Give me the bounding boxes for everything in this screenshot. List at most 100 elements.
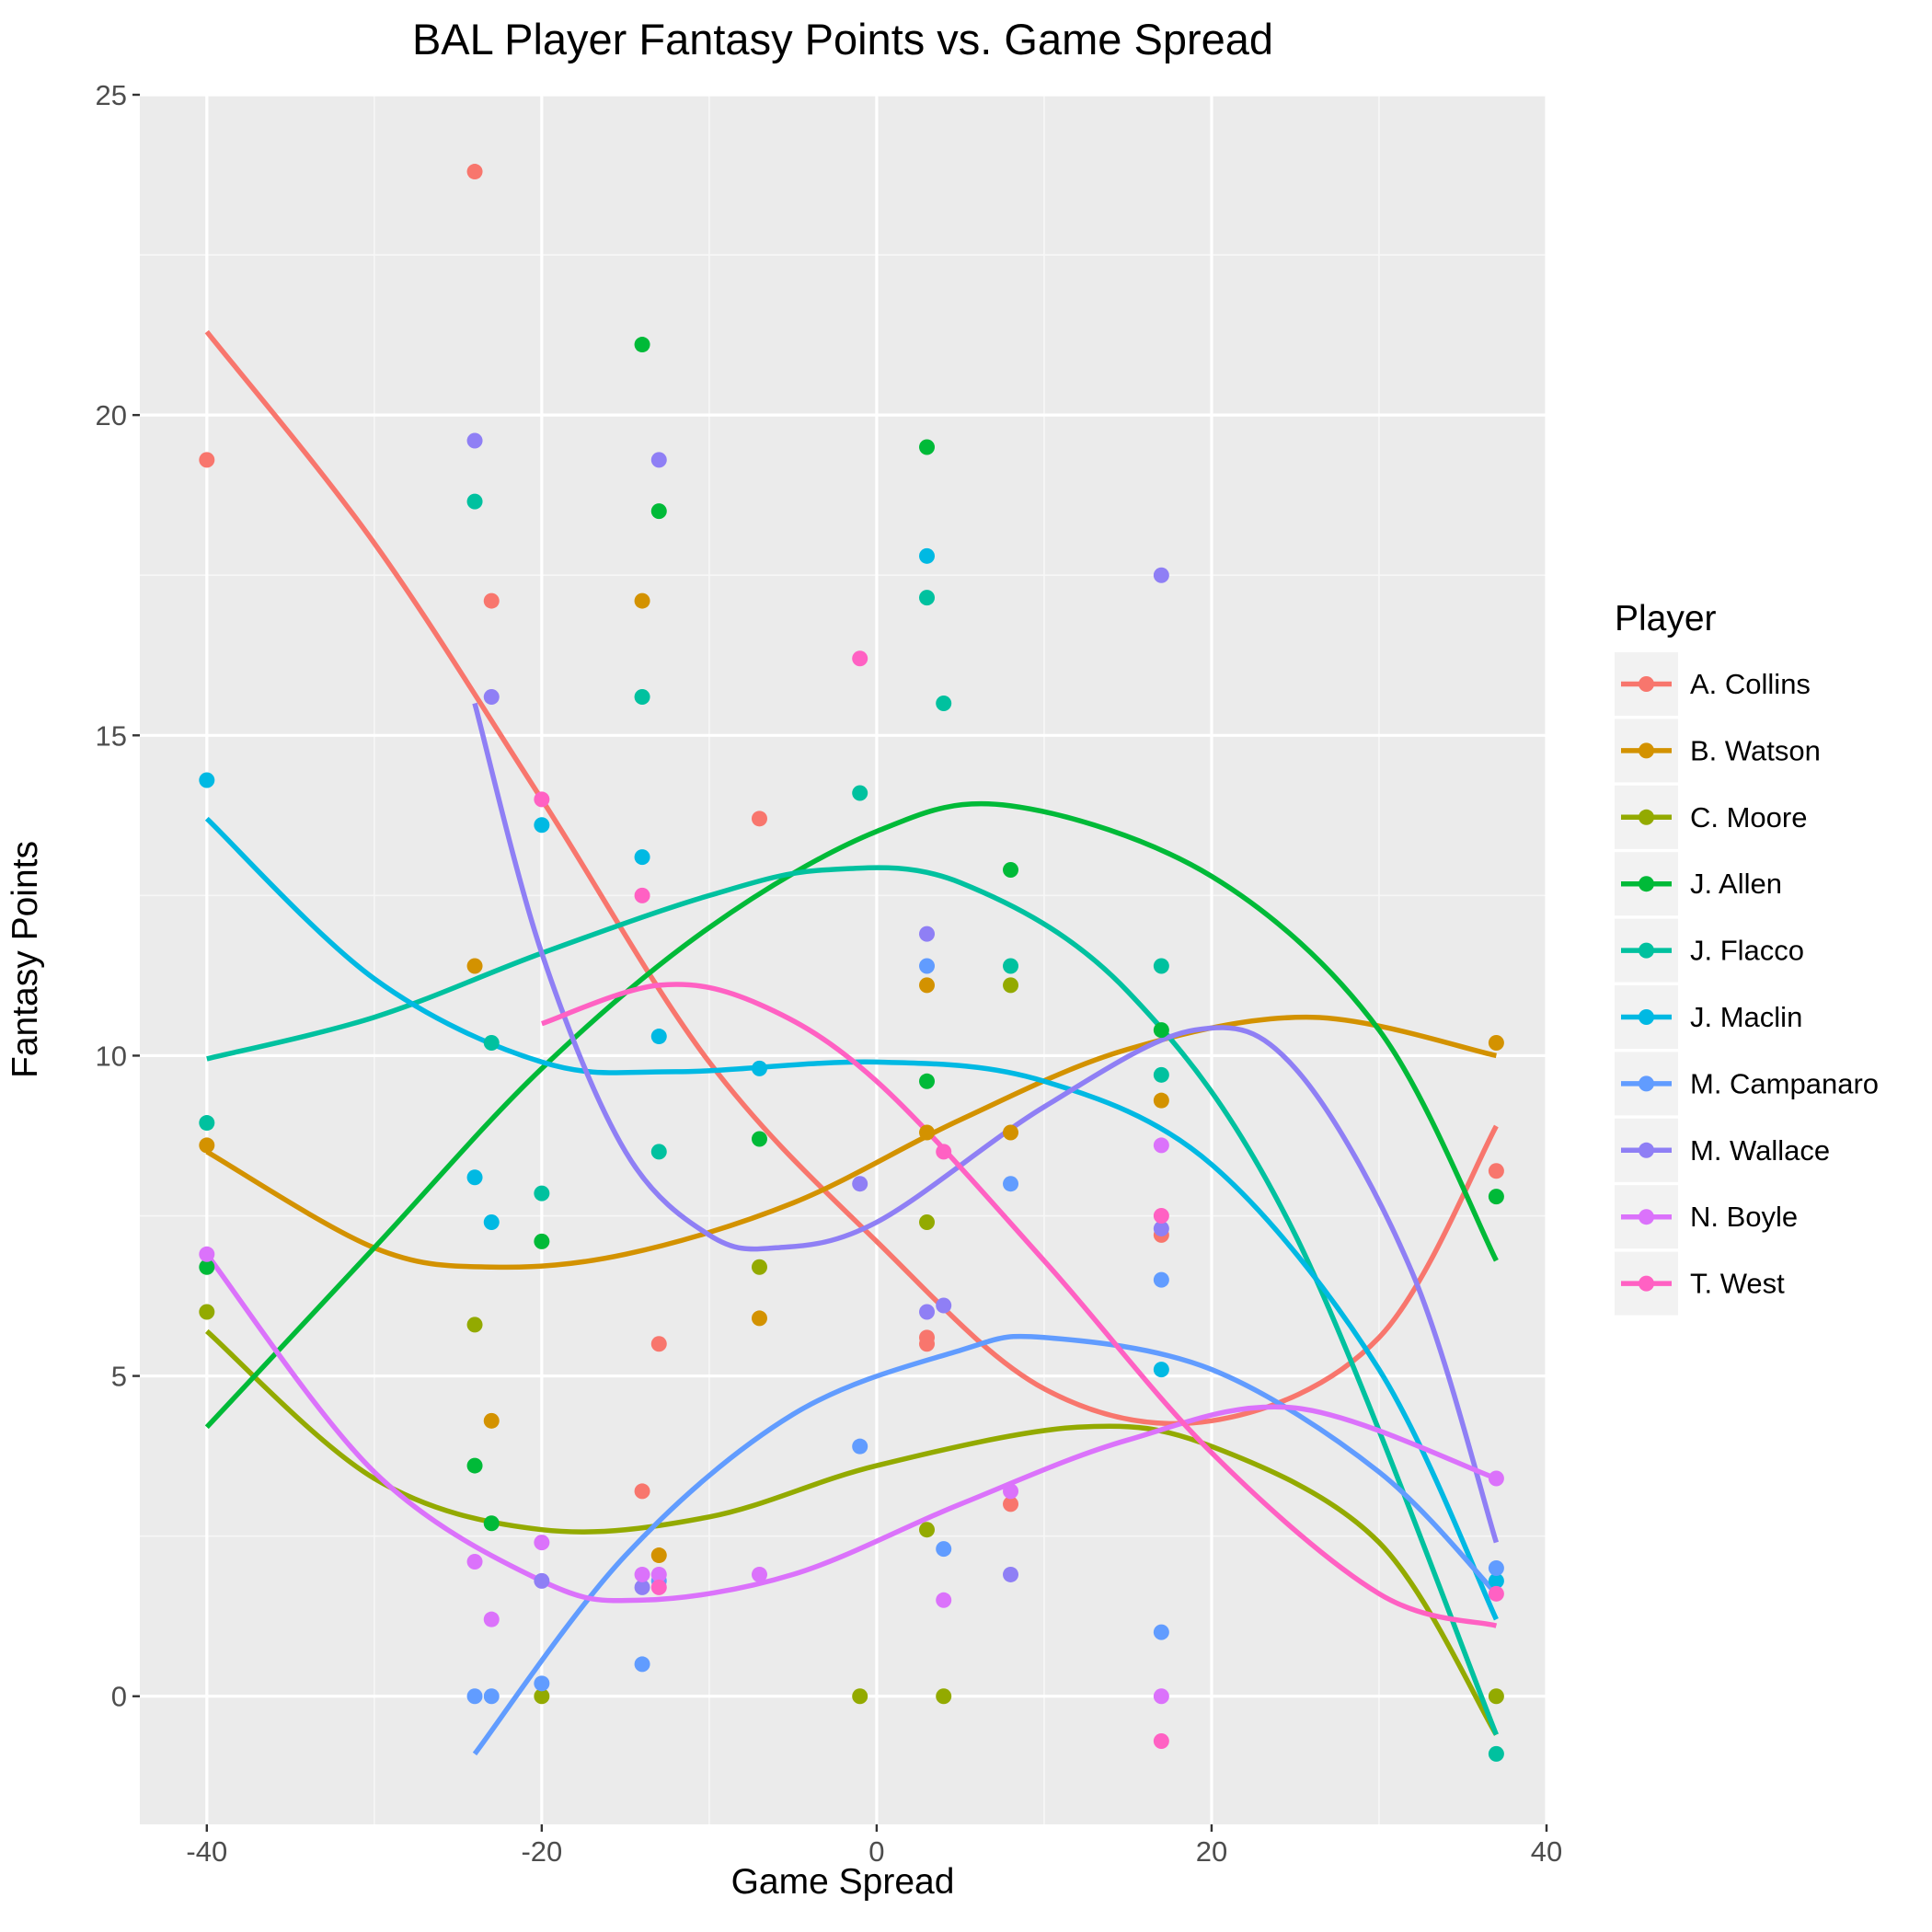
point-m-campanaro	[1488, 1559, 1504, 1576]
point-j-flacco	[199, 1115, 215, 1132]
point-j-allen	[751, 1131, 767, 1147]
legend-label-b-watson: B. Watson	[1690, 734, 1821, 766]
point-c-moore	[751, 1259, 767, 1275]
point-n-boyle	[1003, 1483, 1019, 1500]
point-c-moore	[919, 1522, 936, 1538]
legend-key-point-m-wallace	[1639, 1142, 1654, 1158]
point-m-wallace	[466, 432, 483, 449]
curve-j-maclin	[204, 816, 1499, 1621]
point-n-boyle	[751, 1566, 767, 1582]
legend-key-point-n-boyle	[1639, 1209, 1654, 1225]
point-t-west	[852, 650, 868, 667]
legend-label-j-allen: J. Allen	[1690, 868, 1782, 900]
point-j-allen	[534, 1233, 550, 1249]
point-j-allen	[919, 1073, 936, 1089]
point-m-campanaro	[534, 1675, 550, 1692]
legend-key-point-t-west	[1639, 1275, 1654, 1292]
point-m-wallace	[852, 1176, 868, 1192]
point-j-maclin	[1488, 1572, 1504, 1589]
point-j-allen	[1153, 1022, 1169, 1039]
legend-label-a-collins: A. Collins	[1690, 668, 1811, 700]
point-m-campanaro	[466, 1688, 483, 1705]
point-c-moore	[199, 1304, 215, 1320]
point-c-moore	[534, 1688, 550, 1705]
curve-j-allen	[204, 800, 1499, 1430]
point-a-collins	[466, 164, 483, 180]
curve-t-west	[541, 982, 1498, 1628]
point-b-watson	[466, 958, 483, 974]
point-n-boyle	[483, 1611, 500, 1627]
point-j-flacco	[1153, 1066, 1169, 1083]
point-j-allen	[466, 1457, 483, 1474]
point-c-moore	[1003, 977, 1019, 994]
curve-m-campanaro	[472, 1333, 1499, 1756]
point-a-collins	[919, 1336, 936, 1352]
y-tick-label: 5	[111, 1361, 127, 1393]
point-j-allen	[1488, 1189, 1504, 1205]
point-a-collins	[751, 811, 767, 827]
point-j-flacco	[483, 1035, 500, 1052]
point-j-maclin	[466, 1169, 483, 1186]
point-j-maclin	[751, 1060, 767, 1076]
legend-label-n-boyle: N. Boyle	[1690, 1201, 1798, 1233]
legend-key-point-j-flacco	[1639, 942, 1654, 959]
x-axis: -40 -20 0 20 40	[186, 1824, 1562, 1868]
point-b-watson	[1488, 1035, 1504, 1052]
point-m-campanaro	[936, 1541, 952, 1558]
point-c-moore	[852, 1688, 868, 1705]
point-n-boyle	[1153, 1137, 1169, 1154]
x-tick-label: 20	[1196, 1835, 1227, 1868]
point-j-allen	[199, 1259, 215, 1275]
point-j-flacco	[1003, 958, 1019, 974]
point-m-wallace	[534, 1572, 550, 1589]
point-n-boyle	[936, 1592, 952, 1608]
point-a-collins	[1003, 1496, 1019, 1512]
legend-key-point-c-moore	[1639, 809, 1654, 825]
point-a-collins	[634, 1483, 650, 1500]
point-j-maclin	[650, 1029, 667, 1045]
curve-m-wallace	[472, 702, 1500, 1544]
y-tick-label: 20	[96, 399, 127, 431]
curve-n-boyle	[204, 1252, 1498, 1604]
y-tick-label: 10	[96, 1040, 127, 1072]
point-j-maclin	[483, 1213, 500, 1230]
point-n-boyle	[1153, 1688, 1169, 1705]
point-b-watson	[483, 1412, 500, 1429]
point-b-watson	[634, 592, 650, 609]
point-t-west	[1488, 1585, 1504, 1602]
grid-minor	[140, 95, 1547, 1824]
point-j-maclin	[919, 547, 936, 564]
point-m-wallace	[936, 1297, 952, 1314]
point-m-campanaro	[1153, 1271, 1169, 1288]
point-j-flacco	[634, 689, 650, 706]
y-tick-label: 25	[96, 79, 127, 111]
curve-b-watson	[205, 1014, 1497, 1271]
x-tick-label: 0	[868, 1835, 884, 1868]
legend-key-point-b-watson	[1639, 742, 1654, 759]
point-b-watson	[919, 1124, 936, 1141]
point-j-flacco	[650, 1144, 667, 1160]
legend-label-t-west: T. West	[1690, 1268, 1785, 1300]
legend-key-point-j-allen	[1639, 876, 1654, 892]
point-j-allen	[919, 439, 936, 455]
point-j-flacco	[919, 590, 936, 606]
point-t-west	[936, 1144, 952, 1160]
x-axis-title: Game Spread	[731, 1862, 955, 1902]
smooth-curves	[204, 329, 1500, 1756]
point-j-maclin	[634, 849, 650, 866]
point-c-moore	[919, 1213, 936, 1230]
point-j-flacco	[466, 493, 483, 510]
x-tick-label: -20	[521, 1835, 562, 1868]
y-axis: 0 5 10 15 20 25	[96, 79, 140, 1713]
legend-label-m-campanaro: M. Campanaro	[1690, 1067, 1879, 1099]
point-m-campanaro	[919, 958, 936, 974]
y-axis-title: Fantasy Points	[6, 841, 45, 1078]
point-m-wallace	[1153, 567, 1169, 583]
curve-a-collins	[204, 329, 1499, 1427]
point-m-wallace	[650, 452, 667, 468]
legend-label-j-flacco: J. Flacco	[1690, 935, 1804, 967]
point-b-watson	[650, 1547, 667, 1564]
point-m-wallace	[634, 1579, 650, 1595]
point-j-allen	[483, 1515, 500, 1532]
